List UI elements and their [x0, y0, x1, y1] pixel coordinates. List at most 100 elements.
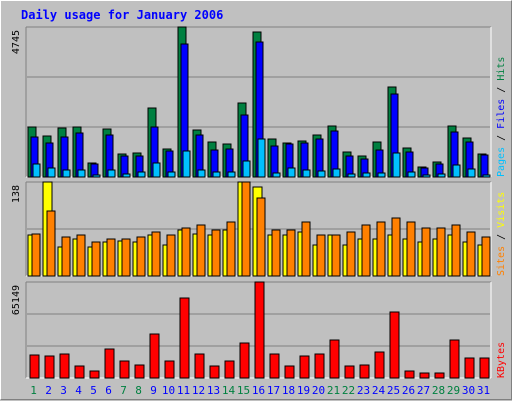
pages-bar — [47, 167, 56, 178]
kbytes-bar — [314, 353, 325, 379]
pages-bar — [152, 162, 161, 178]
pages-bar — [167, 171, 176, 178]
kbytes-bar — [104, 348, 115, 379]
day-label: 19 — [297, 384, 310, 397]
kbytes-bar — [149, 333, 160, 379]
day-label: 4 — [75, 384, 82, 397]
day-label: 1 — [30, 384, 37, 397]
pages-bar — [392, 152, 401, 178]
chart-title: Daily usage for January 2006 — [21, 8, 223, 22]
sites-bar — [166, 234, 176, 277]
visits-legend: Sites / Visits — [496, 192, 507, 276]
kbytes-bar — [134, 364, 145, 379]
kbytes-bar — [284, 365, 295, 379]
day-label: 9 — [150, 384, 157, 397]
hits-ymax-label: 4745 — [11, 30, 22, 54]
pages-bar — [197, 169, 206, 178]
sites-bar — [211, 229, 221, 277]
pages-bar — [77, 169, 86, 178]
day-label: 10 — [162, 384, 175, 397]
kbytes-bar — [194, 353, 205, 379]
sites-bar — [61, 236, 71, 277]
kbytes-bar — [254, 281, 265, 379]
kbytes-bar — [359, 364, 370, 379]
kbytes-bar — [59, 353, 70, 379]
sites-bar — [361, 224, 371, 277]
kbytes-ymax-label: 65149 — [11, 285, 22, 315]
pages-bar — [467, 168, 476, 178]
pages-bar — [407, 171, 416, 178]
day-label: 27 — [417, 384, 430, 397]
day-label: 22 — [342, 384, 355, 397]
day-label: 24 — [372, 384, 386, 397]
sites-bar — [376, 221, 386, 277]
pages-bar — [302, 169, 311, 178]
day-label: 13 — [207, 384, 220, 397]
kbytes-bar — [89, 370, 100, 379]
sites-bar — [226, 221, 236, 277]
sites-bar — [31, 233, 41, 277]
kbytes-bar — [44, 355, 55, 379]
kbytes-bar — [29, 354, 40, 379]
pages-bar — [437, 173, 446, 178]
day-label: 30 — [462, 384, 475, 397]
pages-bar — [287, 167, 296, 178]
pages-bar — [347, 173, 356, 178]
kbytes-bar — [209, 365, 220, 379]
day-label: 7 — [120, 384, 127, 397]
kbytes-bar — [389, 311, 400, 379]
sites-bar — [466, 231, 476, 277]
sites-bar — [91, 241, 101, 277]
sites-bar — [391, 217, 401, 277]
sites-bar — [286, 229, 296, 277]
sites-bar — [421, 227, 431, 277]
kbytes-bar — [179, 297, 190, 379]
day-label: 29 — [447, 384, 460, 397]
day-label: 20 — [312, 384, 325, 397]
pages-bar — [182, 150, 191, 178]
sites-bar — [121, 238, 131, 277]
kbytes-bar — [464, 357, 475, 379]
pages-bar — [362, 172, 371, 178]
visits-ymax-label: 138 — [11, 185, 22, 203]
kbytes-bar — [119, 360, 130, 379]
kbytes-bar — [404, 370, 415, 379]
day-label: 17 — [267, 384, 280, 397]
day-label: 18 — [282, 384, 295, 397]
sites-bar — [46, 210, 56, 277]
pages-bar — [92, 174, 101, 178]
sites-bar — [301, 221, 311, 277]
day-label: 25 — [387, 384, 400, 397]
sites-bar — [331, 234, 341, 277]
pages-bar — [482, 174, 491, 178]
kbytes-legend: KBytes — [496, 342, 507, 378]
kbytes-bar — [479, 357, 490, 379]
day-label: 21 — [327, 384, 340, 397]
day-label: 15 — [237, 384, 250, 397]
kbytes-bar — [374, 351, 385, 379]
sites-bar — [481, 236, 491, 277]
sites-bar — [181, 227, 191, 277]
pages-bar — [422, 174, 431, 178]
pages-bar — [377, 172, 386, 178]
day-label: 26 — [402, 384, 415, 397]
day-label: 31 — [477, 384, 490, 397]
sites-bar — [241, 181, 251, 277]
pages-bar — [122, 173, 131, 178]
day-label: 5 — [90, 384, 97, 397]
kbytes-bar — [449, 339, 460, 379]
sites-bar — [406, 221, 416, 277]
day-label: 23 — [357, 384, 370, 397]
sites-bar — [256, 197, 266, 277]
kbytes-bar — [74, 365, 85, 379]
kbytes-bar — [239, 342, 250, 379]
kbytes-bar — [434, 372, 445, 379]
files-bar — [270, 145, 279, 178]
sites-bar — [196, 224, 206, 277]
files-bar — [480, 154, 489, 178]
day-label: 14 — [222, 384, 236, 397]
hits-legend: Pages / Files / Hits — [496, 57, 507, 177]
sites-bar — [451, 224, 461, 277]
pages-bar — [137, 171, 146, 178]
